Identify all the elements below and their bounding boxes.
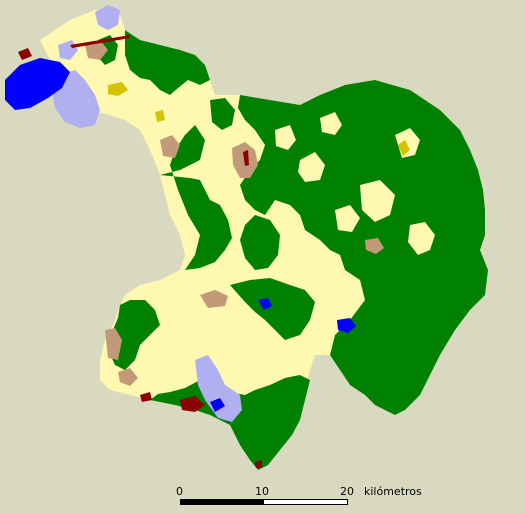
scale-bar: 0 10 20 kilómetros bbox=[176, 485, 422, 505]
water-small-south bbox=[337, 318, 356, 333]
cropland-clearing-3 bbox=[408, 222, 435, 255]
cropland-clearing-2 bbox=[298, 152, 325, 182]
wetland-patch-nw bbox=[108, 82, 128, 96]
water-small-center bbox=[258, 298, 272, 310]
scale-tick-20: 20 bbox=[340, 485, 354, 498]
wetland-patch-ne bbox=[398, 140, 410, 156]
industrial-patch-w bbox=[140, 392, 152, 402]
scale-unit-label: kilómetros bbox=[364, 485, 422, 498]
scrub-patch-east bbox=[365, 238, 384, 254]
urban-north-top bbox=[95, 5, 120, 30]
water-reservoir-nw bbox=[5, 58, 70, 110]
cropland-clearing-1 bbox=[360, 180, 395, 222]
scale-tick-0: 0 bbox=[176, 485, 183, 498]
scrub-patch-sw bbox=[118, 368, 138, 386]
cropland-clearing-7 bbox=[320, 112, 342, 135]
scrub-patch-mid bbox=[200, 290, 228, 308]
scale-segment-10-20 bbox=[264, 500, 347, 504]
scale-tick-10: 10 bbox=[255, 485, 269, 498]
forest-central-west bbox=[160, 125, 232, 270]
industrial-patch-sw bbox=[180, 396, 205, 412]
forest-north-strip bbox=[125, 30, 210, 95]
scrub-patch-north bbox=[160, 135, 180, 158]
forest-mid-band bbox=[230, 278, 315, 340]
cropland-clearing-5 bbox=[335, 205, 360, 232]
scale-segment-0-10 bbox=[180, 499, 262, 505]
scrub-patch-west bbox=[105, 328, 122, 360]
cropland-clearing-6 bbox=[275, 125, 296, 150]
wetland-patch-n bbox=[155, 110, 165, 122]
forest-west-center bbox=[108, 300, 160, 370]
industrial-patch-nw bbox=[18, 48, 32, 60]
water-small-sw bbox=[210, 398, 225, 412]
urban-south bbox=[195, 355, 242, 422]
forest-patch-north bbox=[210, 98, 235, 130]
urban-northwest bbox=[52, 70, 100, 128]
scrub-patch-nw bbox=[85, 40, 108, 60]
industrial-strip-nw bbox=[70, 35, 130, 48]
industrial-patch-se bbox=[255, 460, 262, 468]
forest-patch-center bbox=[240, 215, 280, 270]
industrial-patch-center bbox=[243, 150, 249, 166]
